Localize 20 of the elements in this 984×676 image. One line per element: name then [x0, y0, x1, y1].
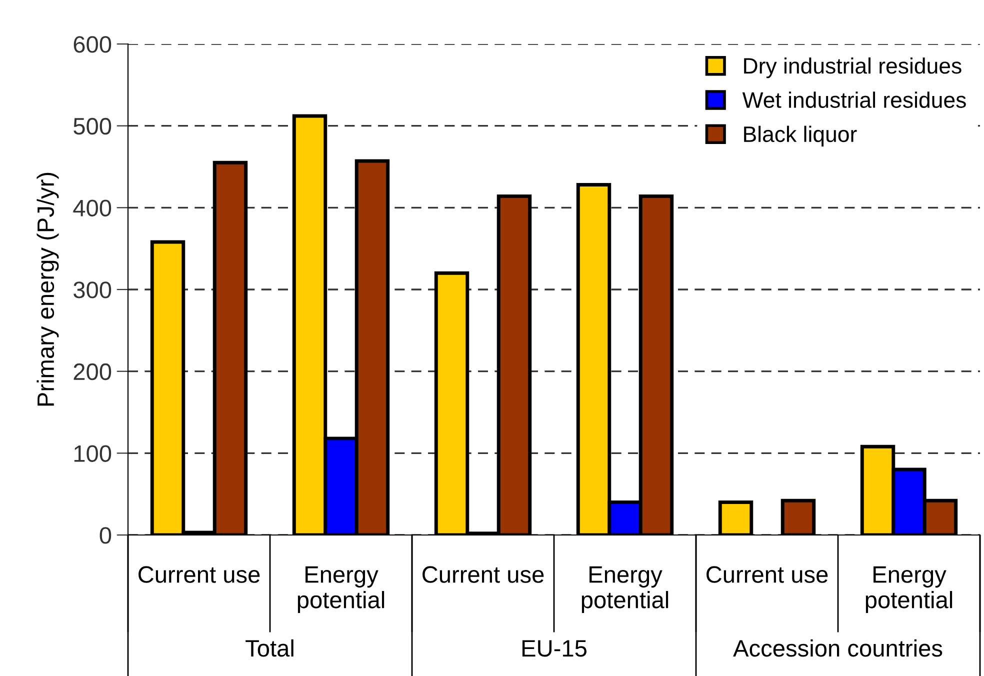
x-tick-label: Current use — [138, 566, 260, 583]
text: Total — [246, 639, 294, 657]
legend-label: Dry industrial residues — [744, 57, 962, 78]
x-tick-label: Energy potential — [582, 566, 668, 613]
legend-label: Wet industrial residues — [742, 92, 966, 108]
y-tick-label: 500 — [74, 118, 112, 135]
y-tick-label: 300 — [74, 282, 112, 298]
y-tick-label: 0 — [100, 527, 112, 544]
legend-label: Black liquor — [744, 126, 857, 146]
text: EU-15 — [522, 640, 586, 657]
text: Accession countries — [733, 639, 942, 657]
y-axis-title: Primary energy (PJ/yr) — [36, 172, 59, 406]
x-tick-label: Energy potential — [298, 566, 384, 613]
y-tick-label: 100 — [74, 445, 112, 462]
y-tick-label: 600 — [74, 36, 112, 53]
y-tick-label: 400 — [73, 200, 112, 216]
x-tick-label: Energy potential — [866, 566, 952, 613]
x-tick-label: Current use — [422, 566, 544, 583]
x-tick-label: Current use — [706, 566, 828, 583]
y-tick-label: 200 — [74, 363, 112, 380]
